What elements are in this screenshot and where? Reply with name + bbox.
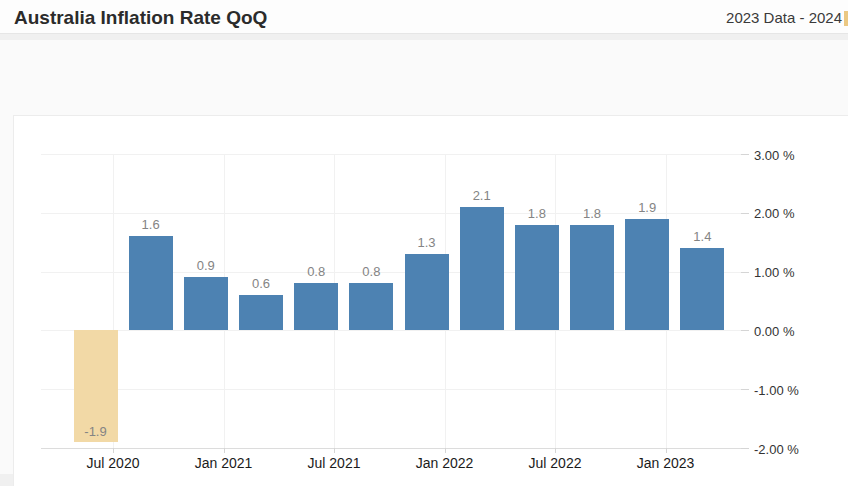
gridline-horizontal [41, 154, 741, 155]
bar[interactable] [405, 254, 449, 330]
y-tick-label: 1.00 % [754, 265, 794, 280]
gridline-horizontal [41, 389, 741, 390]
bar-value-label: 1.4 [680, 229, 724, 244]
bar-value-label: 1.6 [129, 217, 173, 232]
y-tick-label: 0.00 % [754, 323, 794, 338]
bar-value-label: 0.6 [239, 276, 283, 291]
bar[interactable] [680, 248, 724, 330]
bar[interactable] [129, 236, 173, 330]
bar-value-label: 1.8 [570, 206, 614, 221]
x-axis-tick [666, 448, 667, 453]
x-axis-tick [334, 448, 335, 453]
bar[interactable] [294, 283, 338, 330]
y-tick-label: -2.00 % [754, 441, 799, 456]
y-axis-tick [741, 330, 749, 331]
chart-panel: 3.00 % 2.00 % 1.00 % 0.00 % -1.00 % -2.00 % Ju… [13, 115, 848, 486]
bar[interactable] [515, 225, 559, 331]
clipped-edge-element [844, 11, 848, 26]
y-axis-tick [741, 154, 749, 155]
y-tick-label: 3.00 % [754, 147, 794, 162]
bar[interactable] [184, 277, 228, 330]
y-axis-tick [741, 213, 749, 214]
x-axis-tick [445, 448, 446, 453]
bar[interactable] [625, 219, 669, 331]
bar-value-label: 2.1 [460, 188, 504, 203]
bar[interactable] [570, 225, 614, 331]
bar-value-label: 1.9 [625, 200, 669, 215]
gridline-horizontal [41, 330, 741, 331]
bar[interactable] [460, 207, 504, 330]
x-tick-label: Jul 2021 [289, 455, 379, 471]
page-content: 3.00 % 2.00 % 1.00 % 0.00 % -1.00 % -2.00 % Ju… [0, 40, 848, 474]
y-tick-label: 2.00 % [754, 206, 794, 221]
y-axis-tick [741, 448, 749, 449]
x-tick-label: Jul 2020 [68, 455, 158, 471]
x-axis-line [41, 448, 741, 449]
x-tick-label: Jan 2023 [621, 455, 711, 471]
x-tick-label: Jan 2021 [179, 455, 269, 471]
page-title: Australia Inflation Rate QoQ [14, 7, 267, 29]
bar[interactable] [349, 283, 393, 330]
bar-value-label: 0.9 [184, 258, 228, 273]
x-tick-label: Jan 2022 [400, 455, 490, 471]
page-header: Australia Inflation Rate QoQ 2023 Data -… [0, 0, 848, 34]
header-subtitle: 2023 Data - 2024 [726, 9, 842, 26]
bar-value-label: 0.8 [294, 264, 338, 279]
bar-value-label: 1.8 [515, 206, 559, 221]
bar[interactable] [239, 295, 283, 330]
x-axis-tick [113, 448, 114, 453]
bar-value-label: 0.8 [349, 264, 393, 279]
y-tick-label: -1.00 % [754, 382, 799, 397]
x-axis-tick [224, 448, 225, 453]
bar-value-label: -1.9 [74, 424, 118, 439]
x-axis-tick [555, 448, 556, 453]
bar-value-label: 1.3 [405, 235, 449, 250]
y-axis-tick [741, 389, 749, 390]
y-axis-tick [741, 272, 749, 273]
x-tick-label: Jul 2022 [510, 455, 600, 471]
